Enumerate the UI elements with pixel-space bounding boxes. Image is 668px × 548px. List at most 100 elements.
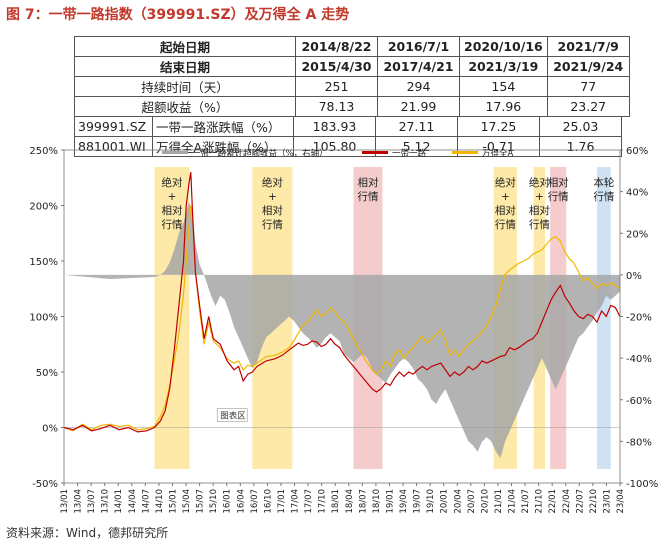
table-row-wind: 881001.WI 万得全A涨跌幅（%） 105.80 5.12 -0.71 1… bbox=[74, 136, 622, 157]
highlight-band bbox=[154, 167, 190, 469]
y-right-tick-label: 20% bbox=[626, 229, 648, 240]
band-label: 相对 bbox=[357, 176, 378, 189]
band-label: 行情 bbox=[262, 218, 283, 231]
x-tick-label: 18/01 bbox=[331, 489, 341, 514]
band-label: 相对 bbox=[548, 176, 569, 189]
x-tick-label: 22/01 bbox=[548, 489, 558, 514]
table-cell-code: 399991.SZ bbox=[74, 116, 153, 137]
x-tick-label: 19/07 bbox=[413, 489, 423, 514]
x-tick-label: 17/04 bbox=[291, 489, 301, 514]
band-label: 绝对 bbox=[495, 176, 516, 189]
table-cell: 154 bbox=[459, 76, 548, 97]
table-row-obor: 399991.SZ 一带一路涨跌幅（%） 183.93 27.11 17.25 … bbox=[74, 116, 622, 137]
legend-label: 一带一路 bbox=[392, 148, 427, 159]
table-cell: 2021/3/19 bbox=[459, 56, 548, 77]
y-right-tick-label: -20% bbox=[626, 313, 652, 324]
y-right-tick-label: -60% bbox=[626, 396, 652, 407]
table-cell: 2021/9/24 bbox=[546, 56, 630, 77]
y-left-tick-label: 200% bbox=[29, 202, 58, 213]
x-tick-label: 19/01 bbox=[385, 489, 395, 514]
line-chart: 绝对+相对行情绝对+相对行情相对行情绝对+相对行情绝对+相对行情相对行情本轮行情… bbox=[29, 146, 658, 514]
x-tick-label: 13/04 bbox=[74, 489, 84, 514]
x-tick-label: 16/07 bbox=[250, 489, 260, 514]
table-cell-label: 超额收益（%） bbox=[74, 96, 296, 117]
table-cell: 2015/4/30 bbox=[295, 56, 378, 77]
table-cell: 27.11 bbox=[375, 116, 458, 137]
band-label: 本轮 bbox=[593, 176, 614, 189]
x-tick-label: 22/04 bbox=[562, 489, 572, 514]
x-tick-label: 21/04 bbox=[508, 489, 518, 514]
x-tick-label: 18/10 bbox=[372, 489, 382, 514]
table-row-excess: 超额收益（%） 78.13 21.99 17.96 23.27 bbox=[74, 96, 630, 117]
series-lines bbox=[63, 172, 621, 433]
x-tick-label: 18/04 bbox=[345, 489, 355, 514]
chart-area-tag: 图表区 bbox=[220, 411, 246, 422]
band-label: + bbox=[168, 191, 177, 203]
x-tick-label: 20/04 bbox=[453, 489, 463, 514]
x-tick-label: 15/04 bbox=[182, 489, 192, 514]
legend-label: 一带一路累计超额收益（%，右轴） bbox=[192, 148, 328, 159]
band-label: + bbox=[501, 191, 510, 203]
axes: 250% 200% 150% 100% 50% 0% -50% 60% 40% 20% 0% -20%… bbox=[29, 146, 658, 514]
x-tick-label: 13/01 bbox=[60, 489, 70, 514]
band-label: 行情 bbox=[161, 218, 182, 231]
x-tick-label: 15/01 bbox=[168, 489, 178, 514]
source-note: 资料来源：Wind，德邦研究所 bbox=[6, 526, 169, 540]
band-label: 绝对 bbox=[161, 176, 182, 189]
y-left-tick-label: 150% bbox=[29, 257, 58, 268]
x-tick-label: 22/10 bbox=[589, 489, 599, 514]
y-left-tick-label: -50% bbox=[32, 479, 58, 490]
band-label: 相对 bbox=[495, 204, 516, 217]
table-cell: 294 bbox=[377, 76, 460, 97]
legend: 一带一路累计超额收益（%，右轴） 一带一路 万得全A bbox=[162, 148, 514, 159]
table-row-end: 结束日期 2015/4/30 2017/4/21 2021/3/19 2021/… bbox=[74, 56, 630, 77]
y-left-tick-label: 100% bbox=[29, 313, 58, 324]
x-tick-label: 17/01 bbox=[277, 489, 287, 514]
y-right-tick-label: -80% bbox=[626, 437, 652, 448]
table-cell: 2020/10/16 bbox=[459, 36, 548, 57]
x-tick-label: 15/07 bbox=[196, 489, 206, 514]
table-cell: 2021/7/9 bbox=[546, 36, 630, 57]
x-tick-label: 23/01 bbox=[602, 489, 612, 514]
x-tick-label: 14/07 bbox=[141, 489, 151, 514]
legend-swatch bbox=[162, 151, 188, 154]
band-label: 相对 bbox=[161, 204, 182, 217]
legend-swatch bbox=[362, 151, 388, 154]
x-tick-label: 21/07 bbox=[521, 489, 531, 514]
band-label: + bbox=[535, 191, 544, 203]
x-tick-label: 16/01 bbox=[223, 489, 233, 514]
band-label: 相对 bbox=[529, 204, 550, 217]
y-right-tick-label: 40% bbox=[626, 188, 648, 199]
index-table: 399991.SZ 一带一路涨跌幅（%） 183.93 27.11 17.25 … bbox=[74, 116, 622, 157]
table-row-start: 起始日期 2014/8/22 2016/7/1 2020/10/16 2021/… bbox=[74, 36, 630, 57]
y-left-tick-label: 50% bbox=[36, 368, 58, 379]
table-cell: 251 bbox=[295, 76, 378, 97]
band-label: 行情 bbox=[495, 218, 516, 231]
x-tick-label: 14/01 bbox=[114, 489, 124, 514]
band-label: 绝对 bbox=[529, 176, 550, 189]
y-left-tick-label: 0% bbox=[42, 424, 58, 435]
figure-title: 图 7：一带一路指数（399991.SZ）及万得全 A 走势 bbox=[6, 7, 350, 23]
table-cell-label: 持续时间（天） bbox=[74, 76, 296, 97]
table-cell: 17.96 bbox=[459, 96, 548, 117]
band-label: + bbox=[268, 191, 277, 203]
summary-table: 起始日期 2014/8/22 2016/7/1 2020/10/16 2021/… bbox=[74, 36, 630, 117]
band-label: 行情 bbox=[529, 218, 550, 231]
x-tick-label: 13/10 bbox=[101, 489, 111, 514]
band-label: 行情 bbox=[593, 190, 614, 203]
table-cell: 21.99 bbox=[377, 96, 460, 117]
table-cell-label: 起始日期 bbox=[74, 36, 296, 57]
series-line-wind bbox=[63, 205, 621, 432]
table-cell-label: 一带一路涨跌幅（%） bbox=[152, 116, 294, 137]
y-right-tick-label: 60% bbox=[626, 146, 648, 157]
band-label: 绝对 bbox=[262, 176, 283, 189]
band-label: 相对 bbox=[262, 204, 283, 217]
x-tick-label: 13/07 bbox=[87, 489, 97, 514]
chart-area-tag-box bbox=[216, 408, 248, 422]
excess-area-group bbox=[64, 202, 620, 458]
table-cell: 17.25 bbox=[457, 116, 540, 137]
y-left-tick-label: 250% bbox=[29, 146, 58, 157]
x-tick-label: 21/01 bbox=[494, 489, 504, 514]
series-excess-area bbox=[64, 202, 620, 458]
legend-label: 万得全A bbox=[482, 148, 514, 159]
